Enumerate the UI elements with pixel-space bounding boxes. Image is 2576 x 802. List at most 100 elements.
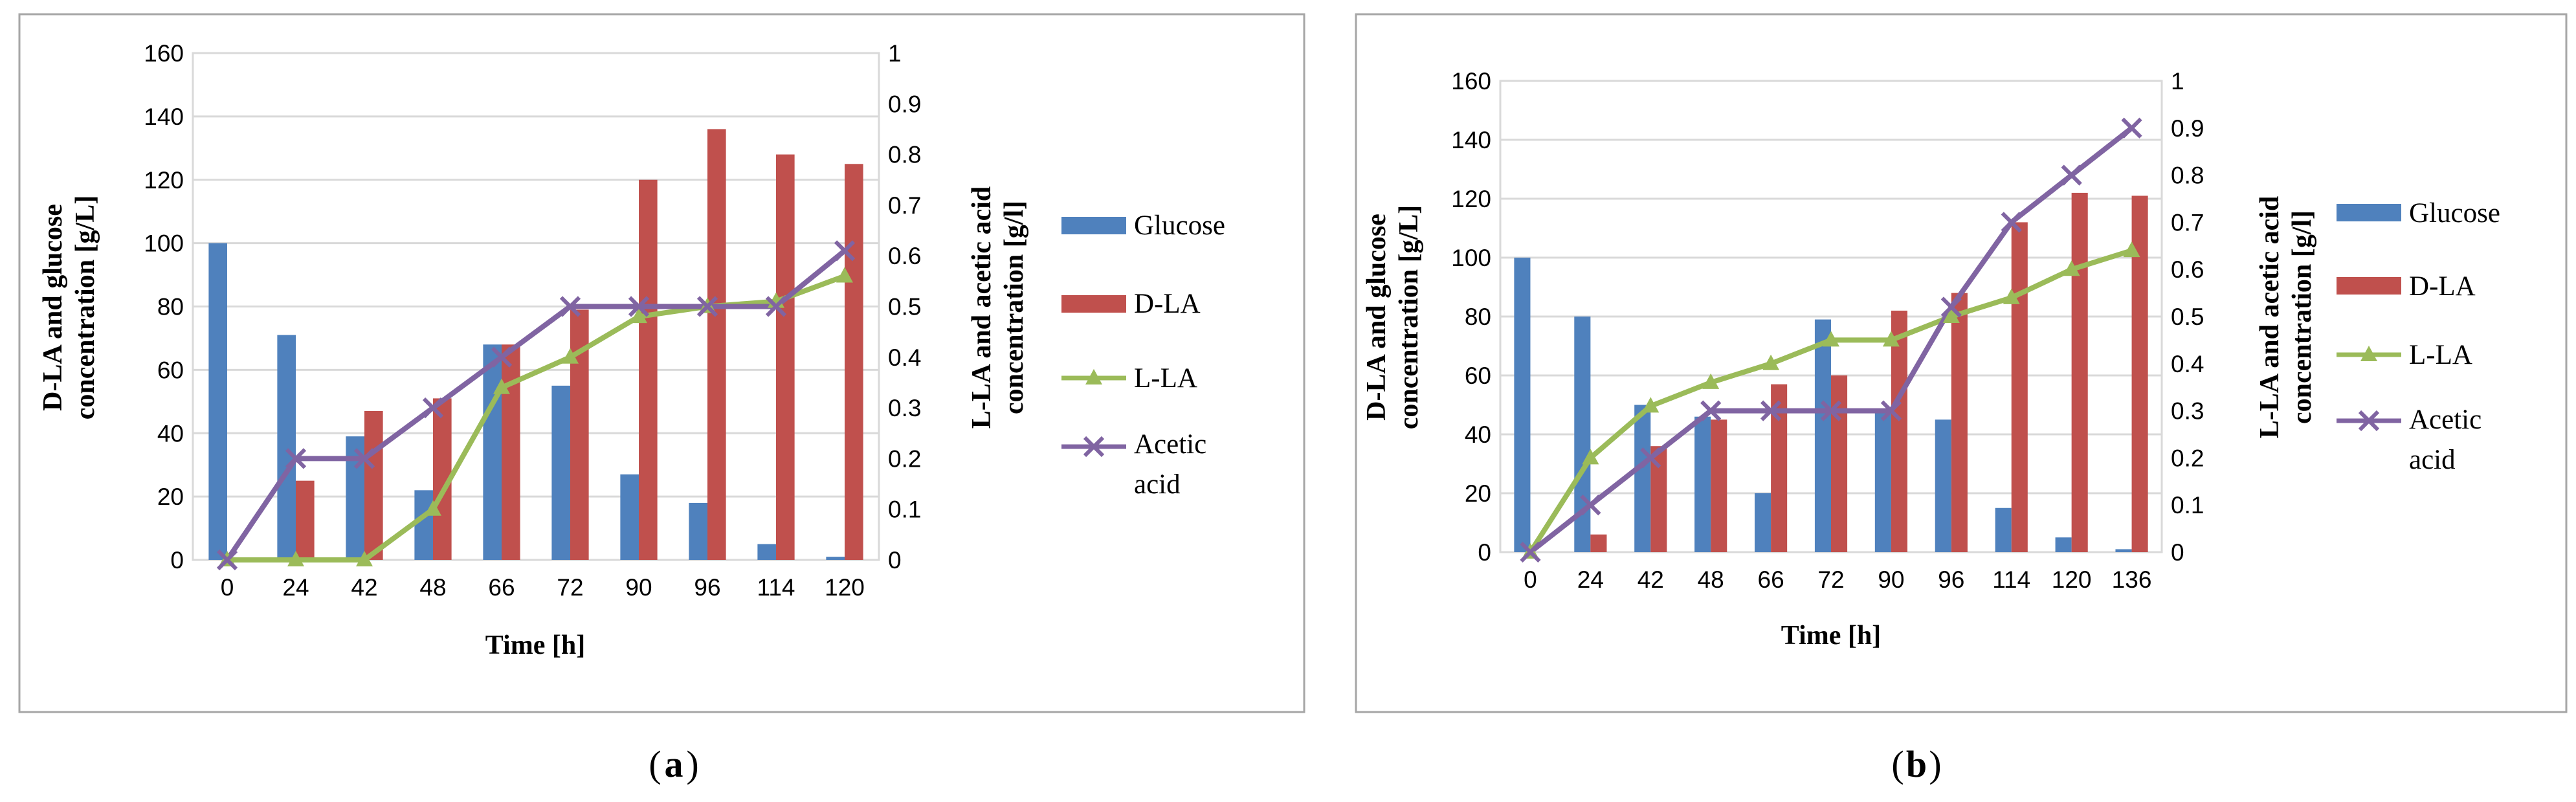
point-l-la: [1582, 449, 1599, 465]
y-tick-label: 20: [157, 484, 184, 510]
bar-glucose: [277, 335, 296, 560]
bar-glucose: [414, 490, 433, 560]
bar-d-la: [1951, 293, 1968, 552]
legend-swatch-glucose-a: [1061, 217, 1126, 234]
point-acetic-acid: [1580, 495, 1601, 516]
x-tick-label: 0: [221, 574, 234, 601]
bar-glucose: [620, 474, 639, 560]
legend-marker-lla-a: [1085, 369, 1102, 384]
x-axis-title-b: Time [h]: [1781, 621, 1881, 651]
point-acetic-acid: [285, 448, 307, 469]
bar-d-la: [707, 129, 726, 560]
legend-label-acetic-b-line1: Acetic: [2409, 405, 2482, 435]
y2-axis-title-b: L-LA and acetic acid concentration [g/l]: [2255, 196, 2317, 439]
y2-tick-label: 0.3: [2171, 398, 2204, 425]
x-tick-label: 66: [488, 574, 515, 601]
bar-d-la: [776, 154, 795, 561]
bar-d-la: [1891, 310, 1907, 552]
y-tick-label: 0: [170, 547, 184, 574]
y2-tick-label: 0.4: [888, 344, 921, 371]
legend-label-lla-a: L-LA: [1134, 363, 1197, 394]
y-tick-label: 140: [144, 104, 184, 130]
y2-axis-title-a-line2: concentration [g/l]: [999, 201, 1029, 414]
y-tick-label: 80: [157, 294, 184, 320]
y2-tick-label: 0.8: [888, 142, 921, 168]
bar-glucose: [1634, 405, 1651, 552]
point-acetic-acid: [628, 296, 650, 317]
y2-axis-title-b-line2: concentration [g/l]: [2287, 210, 2317, 424]
x-tick-label: 66: [1758, 566, 1784, 593]
bar-d-la: [639, 179, 658, 560]
point-l-la: [287, 551, 304, 566]
caption-b-letter: b: [1906, 743, 1927, 785]
y2-tick-label: 0.7: [2171, 209, 2204, 236]
bar-d-la: [1711, 419, 1727, 552]
bar-d-la: [845, 164, 863, 560]
y2-tick-label: 0.5: [888, 294, 921, 320]
legend-swatch-dla-a: [1061, 295, 1126, 313]
point-l-la: [1942, 307, 1960, 323]
point-l-la: [562, 348, 579, 364]
point-acetic-acid: [1820, 400, 1842, 421]
y-axis-title-a-line2: concentration [g/L]: [71, 195, 100, 419]
bar-glucose: [483, 344, 502, 560]
legend-a: Glucose D-LA L-LA Acetic acid: [1061, 210, 1225, 500]
point-acetic-acid: [353, 448, 375, 469]
y-tick-label: 20: [1465, 480, 1491, 507]
point-acetic-acid: [2121, 117, 2142, 139]
legend-label-dla-b: D-LA: [2409, 271, 2476, 302]
y2-tick-label: 0.1: [2171, 492, 2204, 518]
x-tick-label: 48: [419, 574, 446, 601]
x-tick-label: 114: [1992, 566, 2030, 593]
y2-axis-title-a: L-LA and acetic acid concentration [g/l]: [967, 186, 1029, 429]
chart-panel-a: 0 20 40 60 80 100 120 140 160 0 0.1 0.2 0.3 0.4 0.5 0.…: [18, 13, 1305, 713]
bars-b: [1514, 192, 2148, 552]
legend-marker-lla-b: [2360, 346, 2377, 361]
legend-label-glucose-a: Glucose: [1134, 210, 1225, 241]
legend-label-acetic-a-line1: Acetic: [1134, 429, 1206, 460]
left-axis-ticks-a: 0 20 40 60 80 100 120 140 160: [144, 40, 184, 574]
point-acetic-acid: [2061, 164, 2082, 186]
x-axis-ticks-a: 0 24 42 48 66 72 90 96 114 120: [221, 574, 865, 601]
bar-glucose: [689, 502, 707, 560]
bar-glucose: [826, 557, 845, 560]
bar-glucose: [1814, 319, 1831, 552]
bar-glucose: [208, 243, 227, 560]
y-tick-label: 120: [144, 167, 184, 194]
x-tick-label: 24: [1577, 566, 1604, 593]
point-acetic-acid: [765, 296, 787, 317]
y2-tick-label: 0.9: [888, 91, 921, 117]
x-tick-label: 120: [825, 574, 865, 601]
bar-glucose: [551, 385, 570, 560]
point-acetic-acid: [491, 346, 513, 368]
point-l-la: [493, 378, 510, 394]
legend-label-acetic-a-line2: acid: [1134, 469, 1181, 500]
y-tick-label: 120: [1451, 186, 1491, 212]
point-l-la: [2063, 260, 2080, 276]
bar-d-la: [364, 410, 383, 560]
y2-tick-label: 0.6: [2171, 256, 2204, 283]
legend-b: Glucose D-LA L-LA Acetic acid: [2337, 198, 2500, 475]
point-acetic-acid: [1640, 447, 1661, 469]
y-tick-label: 0: [1478, 539, 1491, 566]
chart-panel-b: 0 20 40 60 80 100 120 140 160 0 0.1 0.2 0.3 0.4 0.5 0.…: [1355, 13, 2568, 713]
bars-a: [208, 129, 863, 561]
x-axis-ticks-b: 0 24 42 48 66 72 90 96 114 120 136: [1524, 566, 2151, 593]
right-axis-ticks-a: 0 0.1 0.2 0.3 0.4 0.5 0.6 0.7 0.8 0.9 1: [888, 40, 921, 574]
line-acetic-acid: [225, 249, 847, 562]
caption-a-letter: a: [665, 743, 683, 785]
x-tick-label: 42: [351, 574, 377, 601]
bar-glucose: [2115, 549, 2132, 552]
point-l-la: [1642, 397, 1660, 413]
y2-tick-label: 1: [888, 40, 902, 67]
bar-glucose: [1514, 258, 1531, 552]
point-acetic-acid: [422, 397, 444, 419]
x-tick-label: 0: [1524, 566, 1537, 593]
x-tick-label: 72: [1817, 566, 1844, 593]
y-tick-label: 160: [144, 40, 184, 67]
point-acetic-acid: [216, 549, 238, 571]
y2-tick-label: 0: [888, 547, 902, 574]
bar-glucose: [757, 544, 776, 560]
caption-a-close-paren: ): [686, 743, 698, 785]
